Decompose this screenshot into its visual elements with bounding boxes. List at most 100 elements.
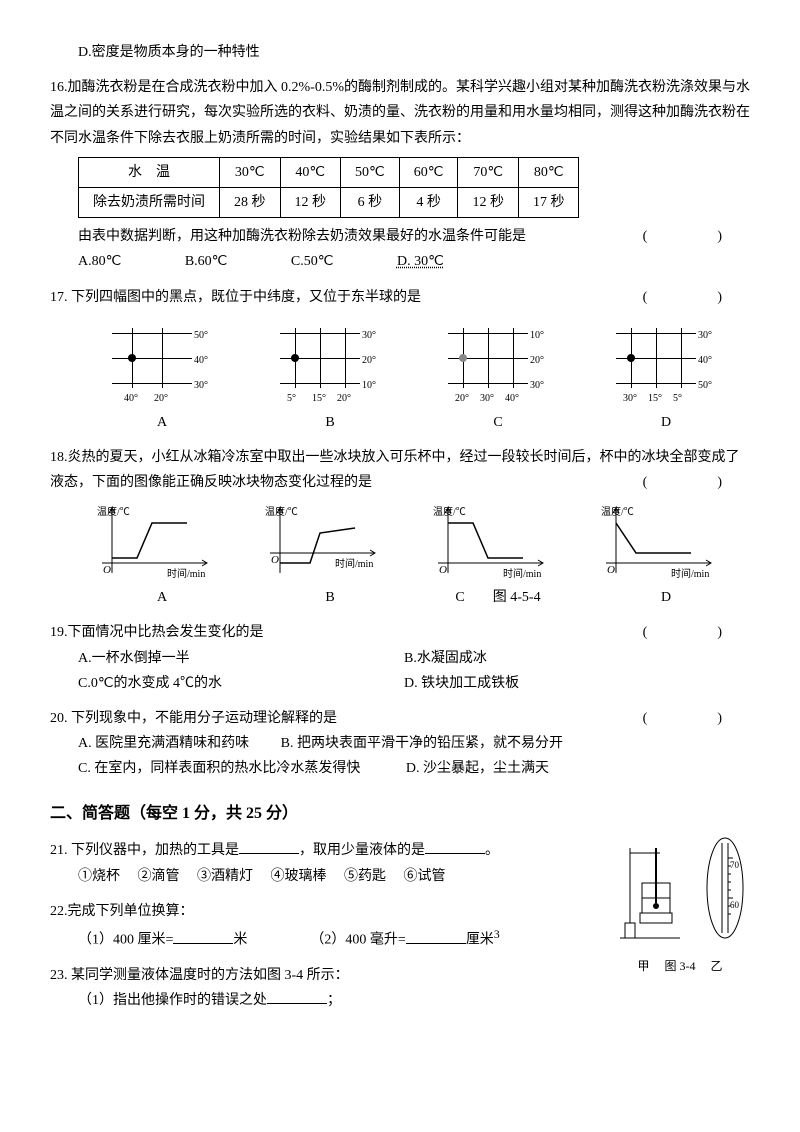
item: ⑥试管 [404, 864, 446, 889]
q20-stem-text: 20. 下列现象中，不能用分子运动理论解释的是 [50, 711, 337, 726]
figure-caption: D [606, 410, 726, 435]
answer-paren: ( ) [643, 620, 750, 645]
svg-text:温度/℃: 温度/℃ [265, 505, 298, 518]
q21-stem-a: 21. 下列仪器中，加热的工具是 [50, 843, 239, 858]
svg-text:温度/℃: 温度/℃ [601, 505, 634, 518]
figure-caption: B [265, 585, 395, 610]
answer-paren: ( ) [643, 224, 750, 249]
table-row: 水 温 30℃ 40℃ 50℃ 60℃ 70℃ 80℃ [79, 157, 579, 187]
cell: 6 秒 [341, 187, 400, 217]
opt-c: C.0℃的水变成 4℃的水 [78, 671, 401, 696]
q18: 18.炎热的夏天，小红从冰箱冷冻室中取出一些冰块放入可乐杯中，经过一段较长时间后… [50, 445, 750, 611]
svg-text:60: 60 [730, 900, 740, 910]
temp-time-graph: 温度/℃ O 时间/min C 图 4-5-4 [433, 503, 563, 610]
blank [239, 839, 299, 854]
q19: 19.下面情况中比热会发生变化的是 ( ) A.一杯水倒掉一半 B.水凝固成冰 … [50, 620, 750, 696]
q17-stem-text: 17. 下列四幅图中的黑点，既位于中纬度，又位于东半球的是 [50, 290, 421, 305]
fig-label-mid: 图 3-4 [665, 959, 696, 973]
cell: 70℃ [458, 157, 519, 187]
svg-text:O: O [271, 554, 279, 566]
cell: 17 秒 [518, 187, 579, 217]
q23-sub1: （1）指出他操作时的错误之处 ； [78, 988, 750, 1013]
figure-caption: B [270, 410, 390, 435]
opt-c: C.50℃ [291, 249, 334, 274]
temp-time-graph: 温度/℃ O 时间/min D [601, 503, 731, 610]
q15-option-d: D.密度是物质本身的一种特性 [78, 40, 750, 65]
q22a-left: （1）400 厘米= [78, 933, 173, 948]
fig-label-left: 甲 [637, 959, 649, 973]
q19-stem-text: 19.下面情况中比热会发生变化的是 [50, 625, 264, 640]
svg-text:时间/min: 时间/min [335, 557, 373, 570]
blank [267, 989, 327, 1004]
svg-text:温度/℃: 温度/℃ [97, 505, 130, 518]
cell: 60℃ [399, 157, 458, 187]
cell: 40℃ [280, 157, 341, 187]
svg-text:O: O [439, 564, 447, 576]
q16-stem: 16.加酶洗衣粉是在合成洗衣粉中加入 0.2%-0.5%的酶制剂制成的。某科学兴… [50, 75, 750, 151]
figure-caption: A [97, 585, 227, 610]
item: ②滴管 [138, 864, 180, 889]
svg-text:O: O [103, 564, 111, 576]
q20-options: A. 医院里充满酒精味和药味 B. 把两块表面平滑干净的铅压紧，就不易分开 C.… [78, 731, 750, 781]
opt-c: C. 在室内，同样表面积的热水比冷水蒸发得快 [78, 761, 360, 776]
q23-sub1-text: （1）指出他操作时的错误之处 [78, 993, 267, 1008]
q16-options: A.80℃ B.60℃ C.50℃ D. 30℃ [78, 249, 750, 274]
blank [173, 929, 233, 944]
table-row: 除去奶渍所需时间 28 秒 12 秒 6 秒 4 秒 12 秒 17 秒 [79, 187, 579, 217]
q16: 16.加酶洗衣粉是在合成洗衣粉中加入 0.2%-0.5%的酶制剂制成的。某科学兴… [50, 75, 750, 274]
opt-a: A. 医院里充满酒精味和药味 [78, 736, 249, 751]
temp-time-graph: 温度/℃ O 时间/min B [265, 503, 395, 610]
q20-stem: 20. 下列现象中，不能用分子运动理论解释的是 ( ) [50, 706, 750, 731]
latlon-grid: 30°40°50°30°15°5° [606, 318, 726, 408]
latlon-grid: 30°20°10°5°15°20° [270, 318, 390, 408]
item: ⑤药匙 [344, 864, 386, 889]
cell: 28 秒 [220, 187, 281, 217]
q19-stem: 19.下面情况中比热会发生变化的是 ( ) [50, 620, 750, 645]
q19-options: A.一杯水倒掉一半 B.水凝固成冰 C.0℃的水变成 4℃的水 D. 铁块加工成… [78, 646, 750, 696]
cell: 80℃ [518, 157, 579, 187]
q22b-right: 厘米 [466, 933, 494, 948]
item: ④玻璃棒 [271, 864, 327, 889]
opt-d: D. 铁块加工成铁板 [404, 671, 727, 696]
item: ①烧杯 [78, 864, 120, 889]
latlon-grid: 10°20°30°20°30°40° [438, 318, 558, 408]
cell: 50℃ [341, 157, 400, 187]
answer-paren: ( ) [643, 285, 750, 310]
svg-text:时间/min: 时间/min [671, 567, 709, 580]
opt-b: B.60℃ [185, 249, 228, 274]
q16-conclude-text: 由表中数据判断，用这种加酶洗衣粉除去奶渍效果最好的水温条件可能是 [78, 229, 526, 244]
opt-a: A.一杯水倒掉一半 [78, 646, 401, 671]
answer-paren: ( ) [643, 706, 750, 731]
opt-d: D. 30℃ [397, 249, 444, 274]
svg-text:O: O [607, 564, 615, 576]
opt-b: B. 把两块表面平滑干净的铅压紧，就不易分开 [281, 736, 563, 751]
semicolon: ； [327, 993, 341, 1008]
q20: 20. 下列现象中，不能用分子运动理论解释的是 ( ) A. 医院里充满酒精味和… [50, 706, 750, 782]
q16-table: 水 温 30℃ 40℃ 50℃ 60℃ 70℃ 80℃ 除去奶渍所需时间 28 … [78, 157, 579, 218]
figure-caption: C [438, 410, 558, 435]
latlon-grid: 50°40°30°40°20° [102, 318, 222, 408]
figure-3-4: 70 60 甲 图 3-4 乙 [610, 828, 750, 977]
cell: 12 秒 [458, 187, 519, 217]
cell: 水 温 [79, 157, 220, 187]
svg-text:时间/min: 时间/min [503, 567, 541, 580]
blank [406, 929, 466, 944]
figure-caption: D [601, 585, 731, 610]
blank [425, 839, 485, 854]
answer-paren: ( ) [643, 470, 750, 495]
opt-d: D. 沙尘暴起，尘土满天 [406, 761, 549, 776]
q17: 17. 下列四幅图中的黑点，既位于中纬度，又位于东半球的是 ( ) 50°40°… [50, 285, 750, 435]
item: ③酒精灯 [197, 864, 253, 889]
figure-caption: A [102, 410, 222, 435]
q22a-right: 米 [233, 933, 247, 948]
exponent: 3 [494, 928, 500, 941]
q21-stem-b: ，取用少量液体的是 [299, 843, 425, 858]
svg-text:温度/℃: 温度/℃ [433, 505, 466, 518]
temp-time-graph: 温度/℃ O 时间/min A [97, 503, 227, 610]
opt-b: B.水凝固成冰 [404, 646, 727, 671]
cell: 12 秒 [280, 187, 341, 217]
q17-stem: 17. 下列四幅图中的黑点，既位于中纬度，又位于东半球的是 ( ) [50, 285, 750, 310]
svg-text:时间/min: 时间/min [167, 567, 205, 580]
q18-graphs: 温度/℃ O 时间/min A 温度/℃ O 时间/min B 温度/℃ O 时… [78, 503, 750, 610]
svg-text:70: 70 [730, 860, 740, 870]
